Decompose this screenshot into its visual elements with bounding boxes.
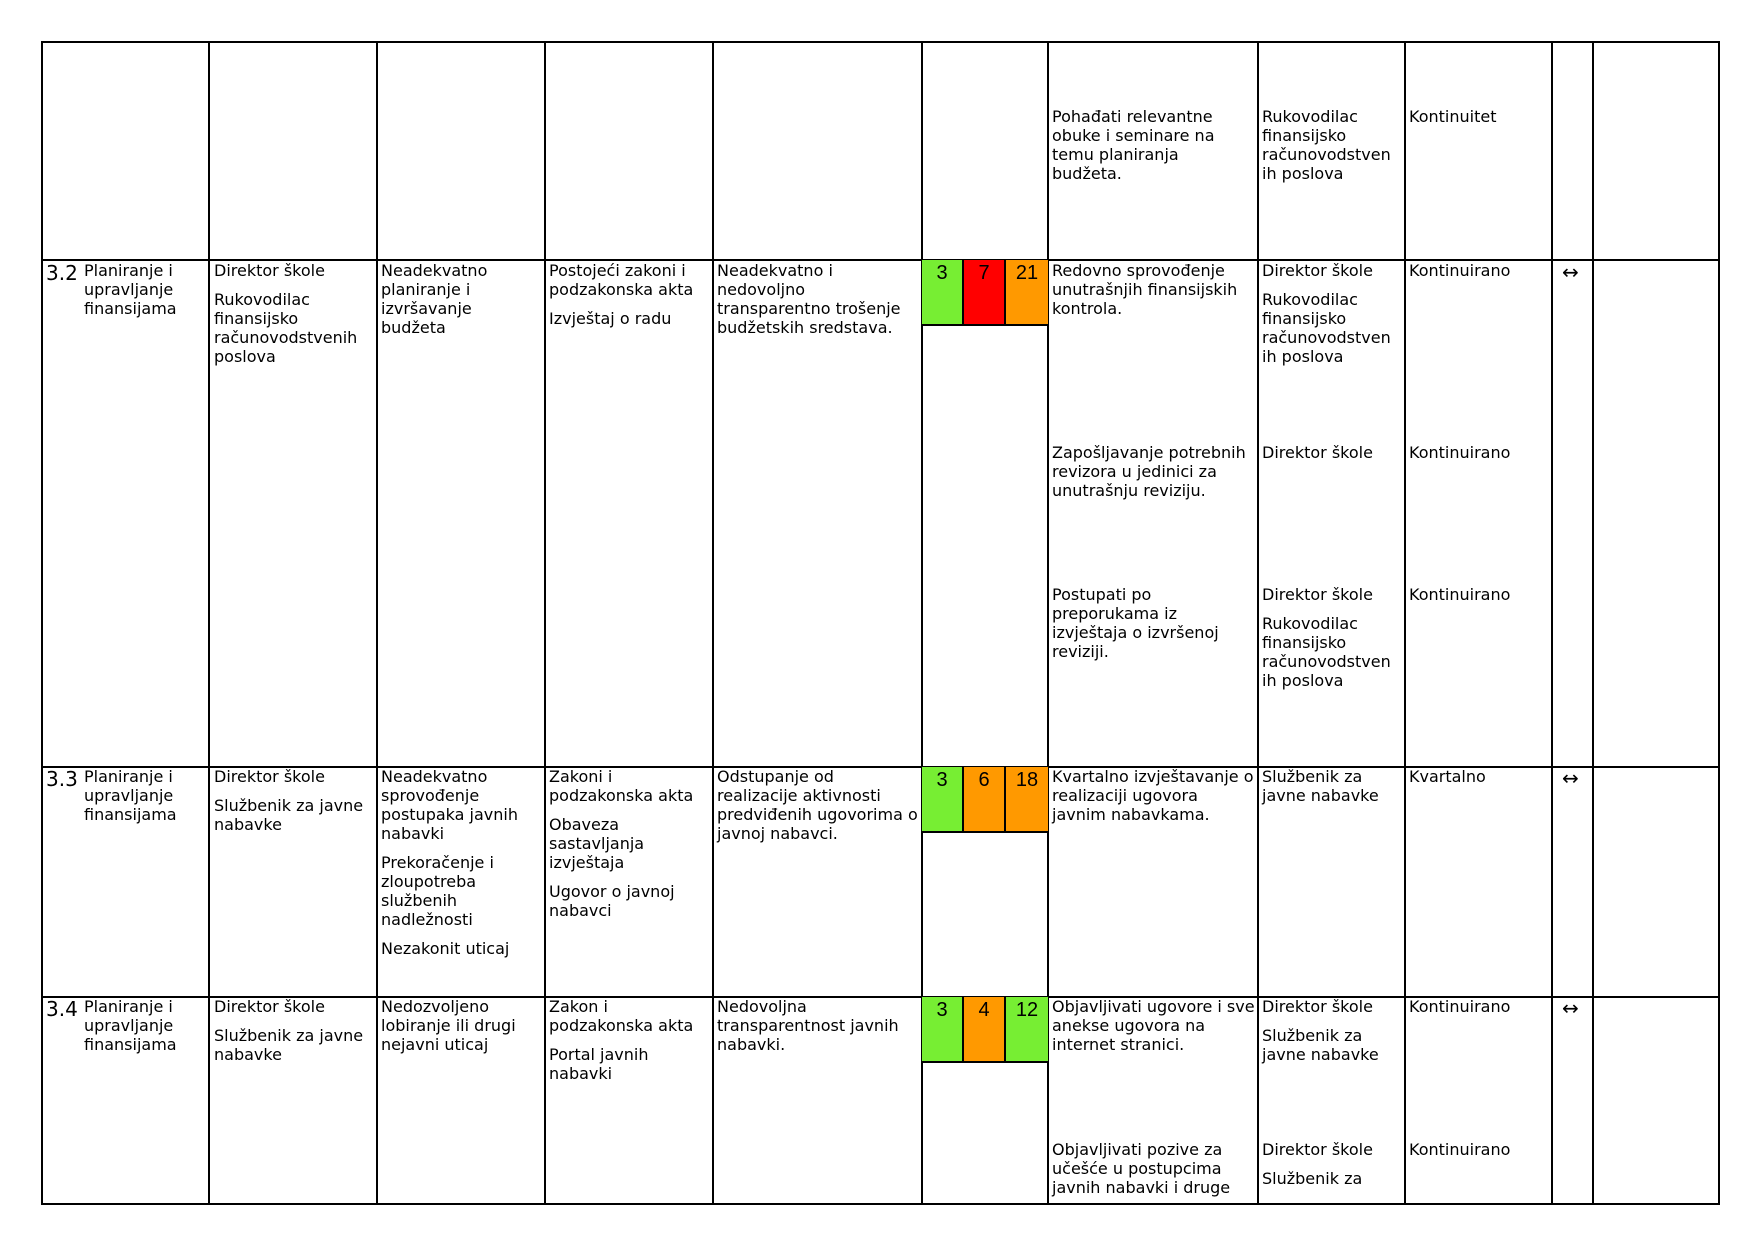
responsible-text: Direktor škole <box>1262 443 1373 462</box>
source-text: Ugovor o javnoj nabavci <box>549 882 675 920</box>
table-border-left <box>41 41 43 1205</box>
responsible-text: Rukovodilac finansijsko računovodstven i… <box>1262 290 1391 366</box>
risk-text: Nezakonit uticaj <box>381 939 510 958</box>
column-divider <box>208 41 210 1205</box>
owner-text: Službenik za javne nabavke <box>214 796 364 834</box>
owner-text: Rukovodilac finansijsko računovodstvenih… <box>214 290 358 366</box>
column-divider <box>1592 41 1594 1205</box>
score-cell: 12 <box>1006 997 1048 1061</box>
row-number: 3.4 <box>46 997 78 1021</box>
measure-text: Kvartalno izvještavanje o realizaciji ug… <box>1052 767 1254 824</box>
deadline-text: Kontinuirano <box>1409 1140 1511 1159</box>
deadline-text: Kontinuirano <box>1409 585 1511 604</box>
responsible-text: Službenik za <box>1262 1169 1363 1188</box>
column-divider <box>1047 41 1049 1205</box>
risk-text: Nedozvoljeno lobiranje ili drugi nejavni… <box>381 997 516 1054</box>
table-border-bottom <box>41 1203 1720 1205</box>
row-number: 3.2 <box>46 261 78 285</box>
source-text: Portal javnih nabavki <box>549 1045 649 1083</box>
row-number: 3.3 <box>46 767 78 791</box>
source-text: Obaveza sastavljanja izvještaja <box>549 815 645 872</box>
measure-text: Postupati po preporukama iz izvještaja o… <box>1052 585 1219 661</box>
measure-text: Zapošljavanje potrebnih revizora u jedin… <box>1052 443 1246 500</box>
owner-text: Direktor škole <box>214 261 325 280</box>
consequence-text: Nedovoljna transparentnost javnih nabavk… <box>717 997 899 1054</box>
sources-cell: Zakoni i podzakonska akta Obaveza sastav… <box>549 767 711 930</box>
column-divider <box>712 41 714 1205</box>
trend-arrow-icon: ↔ <box>1562 260 1579 284</box>
responsible-text: Direktor škole <box>1262 1140 1373 1159</box>
consequence-text: Odstupanje od realizacije aktivnosti pre… <box>717 767 918 843</box>
responsible-text: Direktor škole <box>1262 585 1373 604</box>
responsible-text: Službenik za javne nabavke <box>1262 1026 1379 1064</box>
responsible-text: Službenik za javne nabavke <box>1262 767 1379 805</box>
column-divider <box>376 41 378 1205</box>
responsible-text: Direktor škole <box>1262 997 1373 1016</box>
owner-text: Direktor škole <box>214 997 325 1016</box>
area-text: Planiranje i upravljanje finansijama <box>84 997 177 1054</box>
source-text: Zakon i podzakonska akta <box>549 997 694 1035</box>
column-divider <box>544 41 546 1205</box>
owner-text: Službenik za javne nabavke <box>214 1026 364 1064</box>
probability-cell: 3 <box>922 767 964 831</box>
responsible-cell: Direktor škole Rukovodilac finansijsko r… <box>1262 585 1402 700</box>
impact-cell: 6 <box>964 767 1006 831</box>
row-divider <box>41 996 1720 998</box>
owner-text: Direktor škole <box>214 767 325 786</box>
measure-text: Objavljivati ugovore i sve anekse ugovor… <box>1052 997 1255 1054</box>
owners-cell: Direktor škole Službenik za javne nabavk… <box>214 767 374 844</box>
table-border-right <box>1718 41 1720 1205</box>
responsible-text: Direktor škole <box>1262 261 1373 280</box>
sources-cell: Zakon i podzakonska akta Portal javnih n… <box>549 997 711 1093</box>
measure-text: Objavljivati pozive za učešće u postupci… <box>1052 1140 1231 1197</box>
table-border-top <box>41 41 1720 43</box>
score-cell: 21 <box>1006 260 1048 324</box>
risk-text: Neadekvatno sprovođenje postupaka javnih… <box>381 767 518 843</box>
responsible-text: Rukovodilac finansijsko računovodstven i… <box>1262 614 1391 690</box>
column-divider <box>921 41 923 1205</box>
risk-cell: Neadekvatno sprovođenje postupaka javnih… <box>381 767 541 968</box>
column-divider <box>1551 41 1553 1205</box>
risk-text: Prekoračenje i zloupotreba službenih nad… <box>381 853 494 929</box>
consequence-text: Neadekvatno i nedovoljno transparentno t… <box>717 261 901 337</box>
probability-cell: 3 <box>922 260 964 324</box>
deadline-text: Kvartalno <box>1409 767 1486 786</box>
owners-cell: Direktor škole Rukovodilac finansijsko r… <box>214 261 374 376</box>
column-divider <box>1404 41 1406 1205</box>
impact-cell: 7 <box>964 260 1006 324</box>
deadline-text: Kontinuirano <box>1409 997 1511 1016</box>
trend-arrow-icon: ↔ <box>1562 996 1579 1020</box>
deadline-text: Kontinuitet <box>1409 107 1497 126</box>
area-text: Planiranje i upravljanje finansijama <box>84 261 177 318</box>
risk-text: Neadekvatno planiranje i izvršavanje bud… <box>381 261 488 337</box>
responsible-cell: Direktor škole Rukovodilac finansijsko r… <box>1262 261 1402 376</box>
sources-cell: Postojeći zakoni i podzakonska akta Izvj… <box>549 261 711 338</box>
risk-score-block: 3 4 12 <box>922 997 1048 1063</box>
row-divider <box>41 259 1720 261</box>
probability-cell: 3 <box>922 997 964 1061</box>
source-text: Zakoni i podzakonska akta <box>549 767 694 805</box>
column-divider <box>1257 41 1259 1205</box>
source-text: Izvještaj o radu <box>549 309 672 328</box>
impact-cell: 4 <box>964 997 1006 1061</box>
risk-score-block: 3 7 21 <box>922 260 1048 326</box>
row-divider <box>41 766 1720 768</box>
area-text: Planiranje i upravljanje finansijama <box>84 767 177 824</box>
owners-cell: Direktor škole Službenik za javne nabavk… <box>214 997 374 1074</box>
deadline-text: Kontinuirano <box>1409 261 1511 280</box>
source-text: Postojeći zakoni i podzakonska akta <box>549 261 694 299</box>
measure-text: Pohađati relevantne obuke i seminare na … <box>1052 107 1215 183</box>
trend-arrow-icon: ↔ <box>1562 766 1579 790</box>
responsible-cell: Direktor škole Službenik za <box>1262 1140 1402 1198</box>
score-cell: 18 <box>1006 767 1048 831</box>
risk-score-block: 3 6 18 <box>922 767 1048 833</box>
responsible-text: Rukovodilac finansijsko računovodstven i… <box>1262 107 1391 183</box>
measure-text: Redovno sprovođenje unutrašnjih finansij… <box>1052 261 1238 318</box>
deadline-text: Kontinuirano <box>1409 443 1511 462</box>
responsible-cell: Direktor škole Službenik za javne nabavk… <box>1262 997 1402 1074</box>
